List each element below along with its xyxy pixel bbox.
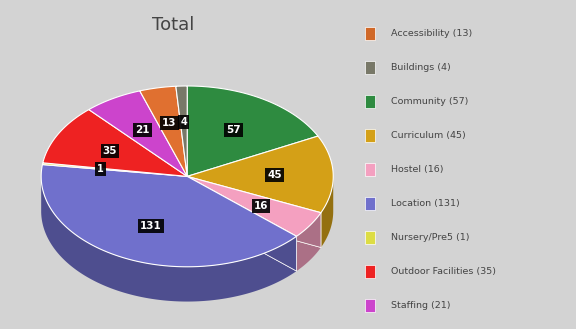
Bar xyxy=(365,61,374,74)
Polygon shape xyxy=(187,176,297,271)
Polygon shape xyxy=(187,176,321,247)
Text: Accessibility (13): Accessibility (13) xyxy=(391,29,472,38)
Text: Total: Total xyxy=(151,16,194,35)
Bar xyxy=(365,265,374,278)
Polygon shape xyxy=(41,177,297,302)
Polygon shape xyxy=(43,163,187,176)
Text: Nursery/Pre5 (1): Nursery/Pre5 (1) xyxy=(391,233,469,242)
Bar xyxy=(365,163,374,176)
Text: 13: 13 xyxy=(162,118,177,128)
Text: Outdoor Facilities (35): Outdoor Facilities (35) xyxy=(391,267,495,276)
Polygon shape xyxy=(89,91,187,176)
Bar xyxy=(365,129,374,142)
Polygon shape xyxy=(187,176,321,236)
Bar xyxy=(365,27,374,40)
Text: Community (57): Community (57) xyxy=(391,97,468,106)
Text: 131: 131 xyxy=(140,221,162,231)
Polygon shape xyxy=(140,86,187,176)
Polygon shape xyxy=(176,86,187,176)
Polygon shape xyxy=(187,136,334,213)
Polygon shape xyxy=(41,164,297,267)
Polygon shape xyxy=(187,86,318,176)
Bar xyxy=(365,94,374,108)
Bar xyxy=(365,298,374,312)
Polygon shape xyxy=(187,176,321,247)
Text: 45: 45 xyxy=(267,170,282,180)
Text: 57: 57 xyxy=(226,125,241,135)
Text: Hostel (16): Hostel (16) xyxy=(391,165,443,174)
Text: 21: 21 xyxy=(135,125,150,135)
Text: 4: 4 xyxy=(180,117,187,127)
Text: 1: 1 xyxy=(97,164,104,174)
Text: 16: 16 xyxy=(254,201,268,211)
Bar xyxy=(365,196,374,210)
Polygon shape xyxy=(187,176,297,271)
Bar xyxy=(365,231,374,244)
Text: Curriculum (45): Curriculum (45) xyxy=(391,131,465,140)
Text: Staffing (21): Staffing (21) xyxy=(391,301,450,310)
Text: Buildings (4): Buildings (4) xyxy=(391,63,450,72)
Text: Location (131): Location (131) xyxy=(391,199,459,208)
Polygon shape xyxy=(297,213,321,271)
Text: 35: 35 xyxy=(103,146,117,156)
Polygon shape xyxy=(43,110,187,176)
Polygon shape xyxy=(321,177,334,247)
